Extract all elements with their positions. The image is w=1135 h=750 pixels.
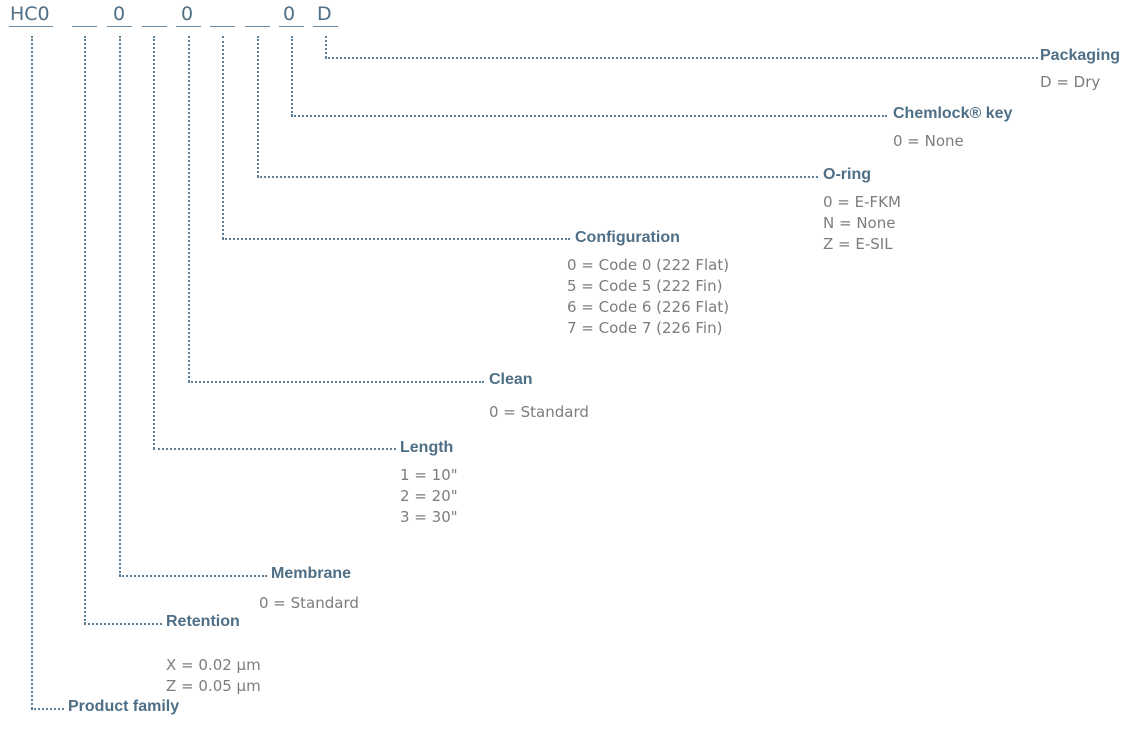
code-underline-length bbox=[142, 26, 167, 27]
option-item: D = Dry bbox=[1040, 73, 1101, 91]
leader-vertical-membrane bbox=[119, 36, 121, 576]
option-item: 7 = Code 7 (226 Fin) bbox=[567, 319, 723, 337]
code-segment-product-family: HC0 bbox=[10, 3, 50, 25]
option-item: 0 = Standard bbox=[489, 403, 589, 421]
field-label-chemlock-key: Chemlock® key bbox=[893, 105, 1013, 122]
leader-vertical-retention bbox=[84, 36, 86, 624]
code-underline-packaging bbox=[313, 26, 338, 27]
leader-horizontal-packaging bbox=[325, 57, 1038, 59]
field-options-length: 1 = 10" 2 = 20" 3 = 30" bbox=[400, 465, 458, 528]
field-options-retention: X = 0.02 µm Z = 0.05 µm bbox=[166, 655, 261, 697]
leader-vertical-length bbox=[153, 36, 155, 449]
code-underline-o-ring bbox=[245, 26, 270, 27]
field-label-retention: Retention bbox=[166, 613, 240, 630]
code-underline-configuration bbox=[210, 26, 235, 27]
leader-vertical-packaging bbox=[325, 36, 327, 58]
field-options-chemlock-key: 0 = None bbox=[893, 131, 964, 152]
code-segment-packaging: D bbox=[317, 3, 332, 25]
leader-horizontal-clean bbox=[188, 381, 484, 383]
option-item: 5 = Code 5 (222 Fin) bbox=[567, 277, 723, 295]
field-options-membrane: 0 = Standard bbox=[259, 593, 359, 614]
leader-vertical-configuration bbox=[222, 36, 224, 239]
field-options-clean: 0 = Standard bbox=[489, 402, 589, 423]
option-item: N = None bbox=[823, 214, 896, 232]
code-underline-chemlock bbox=[279, 26, 304, 27]
code-segment-membrane: 0 bbox=[113, 3, 126, 25]
field-label-membrane: Membrane bbox=[271, 565, 352, 582]
field-label-packaging: Packaging bbox=[1040, 47, 1121, 64]
option-item: 0 = Standard bbox=[259, 594, 359, 612]
field-label-product-family: Product family bbox=[68, 698, 180, 715]
code-segment-clean: 0 bbox=[181, 3, 194, 25]
field-options-packaging: D = Dry bbox=[1040, 72, 1100, 93]
code-underline-membrane bbox=[107, 26, 132, 27]
option-item: 3 = 30" bbox=[400, 508, 458, 526]
leader-horizontal-retention bbox=[84, 623, 162, 625]
leader-vertical-chemlock bbox=[291, 36, 293, 116]
leader-horizontal-configuration bbox=[222, 238, 570, 240]
field-options-configuration: 0 = Code 0 (222 Flat) 5 = Code 5 (222 Fi… bbox=[567, 255, 729, 339]
option-item: 1 = 10" bbox=[400, 466, 458, 484]
field-label-length: Length bbox=[400, 439, 454, 456]
option-item: 0 = E-FKM bbox=[823, 193, 901, 211]
leader-horizontal-chemlock bbox=[291, 115, 887, 117]
field-label-o-ring: O-ring bbox=[823, 166, 871, 183]
leader-horizontal-product-family bbox=[31, 708, 64, 710]
field-label-configuration: Configuration bbox=[575, 229, 680, 246]
option-item: 2 = 20" bbox=[400, 487, 458, 505]
option-item: X = 0.02 µm bbox=[166, 656, 261, 674]
field-options-o-ring: 0 = E-FKM N = None Z = E-SIL bbox=[823, 192, 901, 255]
leader-vertical-clean bbox=[188, 36, 190, 382]
code-underline-product-family bbox=[9, 26, 53, 27]
leader-horizontal-membrane bbox=[119, 575, 267, 577]
option-item: Z = 0.05 µm bbox=[166, 677, 261, 695]
option-item: 6 = Code 6 (226 Flat) bbox=[567, 298, 730, 316]
option-item: 0 = Code 0 (222 Flat) bbox=[567, 256, 730, 274]
option-item: 0 = None bbox=[893, 132, 964, 150]
code-underline-retention bbox=[72, 26, 97, 27]
leader-vertical-product-family bbox=[31, 36, 33, 709]
code-segment-chemlock: 0 bbox=[283, 3, 296, 25]
code-underline-clean bbox=[176, 26, 201, 27]
leader-horizontal-o-ring bbox=[257, 176, 818, 178]
field-label-clean: Clean bbox=[489, 371, 533, 388]
leader-vertical-o-ring bbox=[257, 36, 259, 177]
option-item: Z = E-SIL bbox=[823, 235, 893, 253]
leader-horizontal-length bbox=[153, 448, 396, 450]
